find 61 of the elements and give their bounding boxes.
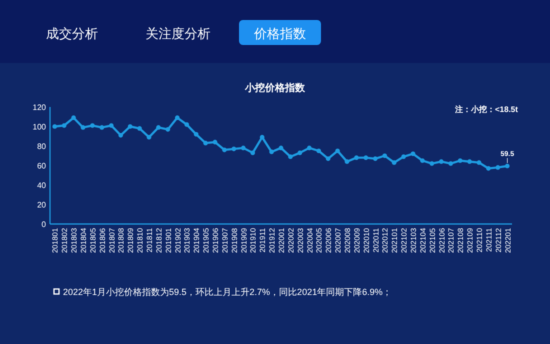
annotation: 注：小挖：<18.5t (454, 105, 518, 114)
y-tick-label: 20 (37, 200, 47, 210)
text: 2022年1月小挖价格指数为59.5，环比上月上升2.7%，同比2021年同期下降6.9%； (63, 287, 392, 297)
point (504, 164, 510, 168)
point (194, 132, 198, 137)
point (80, 125, 86, 130)
point (146, 134, 152, 140)
point (222, 148, 227, 152)
point (364, 155, 368, 160)
text: 关注度分析 (146, 26, 210, 41)
point (118, 132, 124, 138)
text: 价格指数 (253, 26, 306, 41)
point (410, 152, 416, 156)
point (420, 158, 425, 163)
point (316, 148, 322, 154)
point (458, 158, 462, 163)
point (212, 140, 218, 144)
point (240, 146, 246, 150)
point (306, 146, 312, 150)
point (71, 115, 76, 120)
point (344, 159, 350, 164)
text: 成交分析 (46, 26, 98, 41)
point (232, 146, 236, 152)
point (326, 156, 330, 161)
y-tick-label: 0 (42, 220, 47, 229)
y-tick-label: 80 (37, 142, 47, 151)
y-tick-label: 120 (32, 103, 47, 112)
point (496, 165, 500, 170)
point (62, 123, 66, 128)
chart-title: 小挖价格指数 (244, 82, 306, 94)
point (278, 146, 284, 150)
y-tick-label: 60 (37, 162, 47, 170)
point (486, 166, 491, 171)
point (203, 140, 208, 146)
point (476, 160, 482, 165)
y-tick-label: 40 (37, 181, 47, 190)
point (372, 156, 378, 161)
point (392, 160, 396, 165)
point (298, 150, 302, 156)
point (401, 154, 406, 160)
point (52, 124, 58, 129)
point (250, 150, 256, 156)
point (166, 127, 170, 132)
point (448, 161, 454, 166)
point (184, 122, 190, 127)
point (354, 155, 359, 160)
point (156, 125, 161, 130)
point (430, 161, 434, 166)
point (174, 115, 180, 120)
point (382, 153, 388, 158)
point (100, 125, 104, 130)
point (288, 154, 293, 160)
point (335, 148, 340, 154)
point (108, 123, 114, 128)
point (467, 159, 472, 164)
point (137, 126, 142, 131)
point (128, 124, 132, 129)
point (90, 123, 95, 128)
y-tick-label: 100 (32, 122, 47, 132)
point (269, 150, 274, 154)
point (438, 159, 444, 164)
